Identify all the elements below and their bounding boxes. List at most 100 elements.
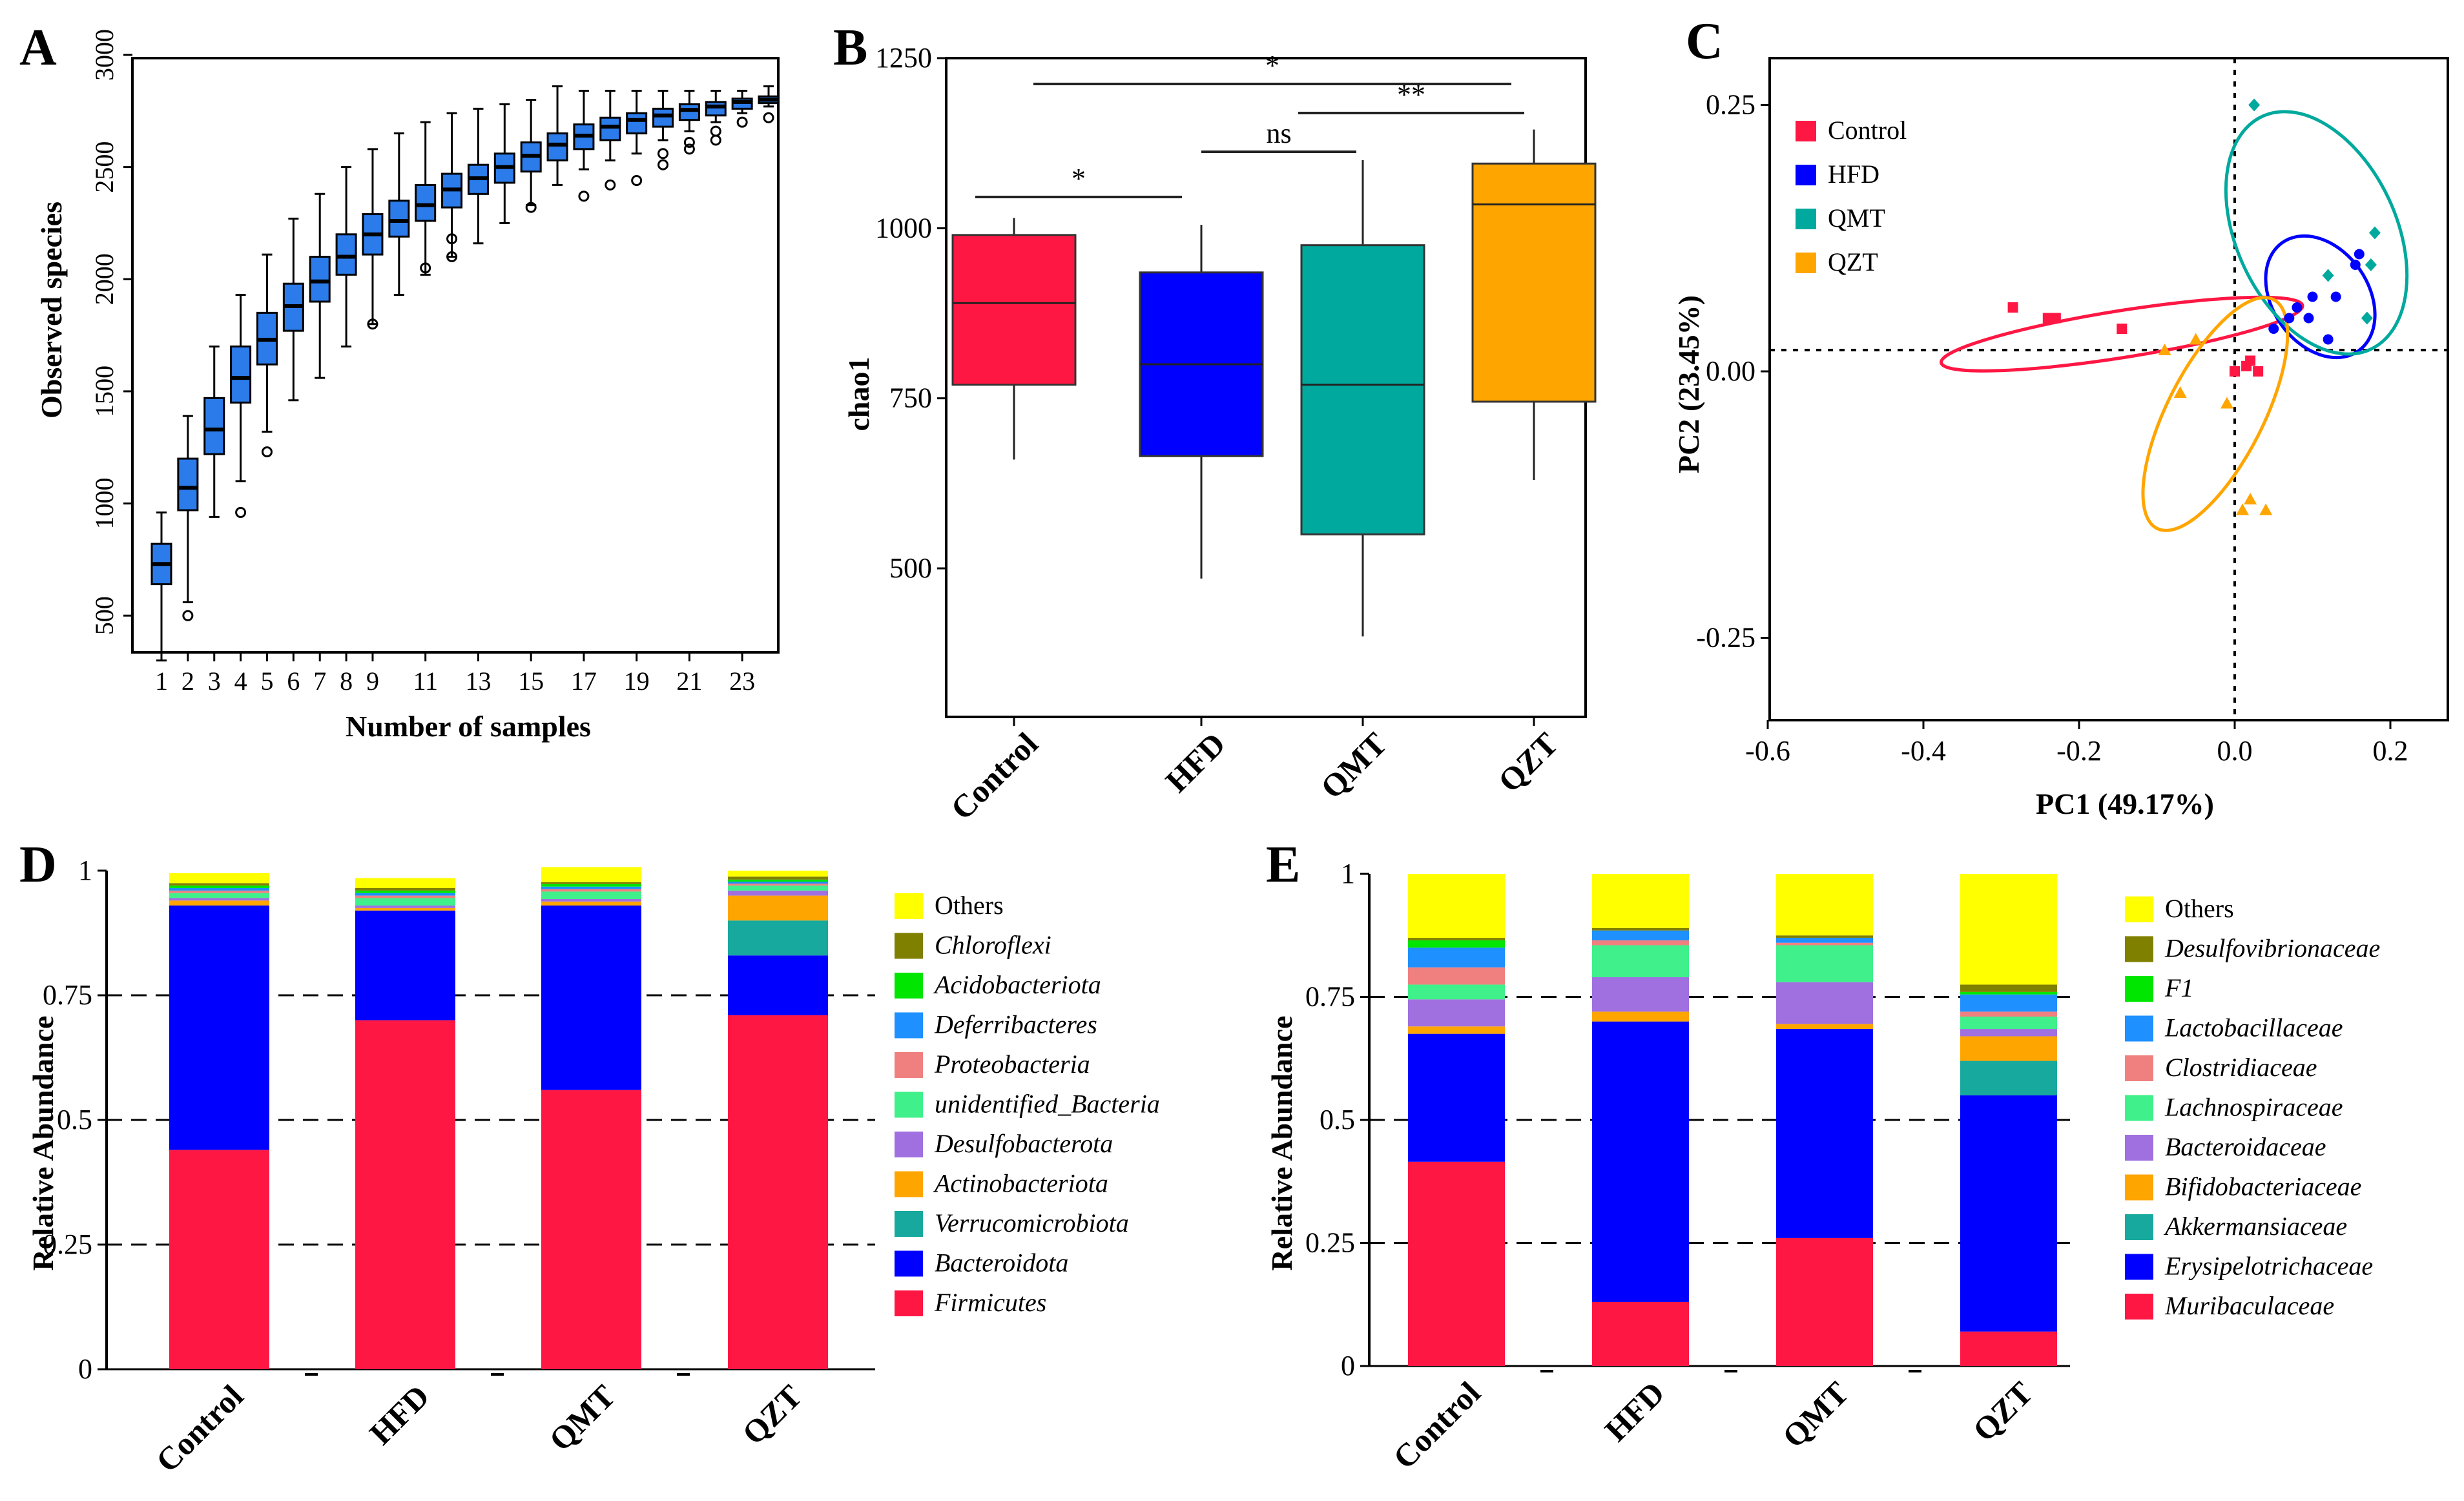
panel-a-outlier [578,191,590,202]
panel-e-bar-segment [1960,1095,2057,1332]
panel-d-bar-segment [169,1150,269,1369]
panel-d-bar-segment [728,920,828,956]
panel-a-xtick-label: 3 [208,667,221,696]
panel-a-outlier [657,148,669,160]
panel-c-point-hfd [2350,260,2361,270]
panel-d-bar-segment [541,891,641,900]
panel-e-bar-segment [1776,1024,1873,1030]
panel-d-bar-segment [728,881,828,884]
panel-e-bar-segment [1960,1011,2057,1017]
panel-e-bar-segment [1776,942,1873,946]
panel-e-legend-label: Clostridiaceae [2165,1053,2317,1082]
panel-e-ytick-label: 0.5 [1320,1104,1355,1135]
panel-d-bar-segment [728,890,828,896]
panel-b-category-label: HFD [1159,725,1232,799]
panel-d-legend-swatch [895,933,923,959]
panel-e-bar-segment [1408,947,1505,968]
panel-e-bar-segment [1960,991,2057,995]
panel-e-bar-segment [1408,938,1505,940]
panel-a-box [203,397,225,455]
panel-d-legend-swatch [895,1171,923,1197]
panel-d-ytick-label: 1 [78,854,92,886]
panel-d-bar-segment [169,883,269,886]
panel-a-outlier [710,134,721,146]
panel-c-point-qmt [2248,98,2261,112]
panel-c-legend-label: HFD [1828,160,1879,189]
panel-c-ytick-label: 0.00 [1706,355,1755,387]
panel-e-family-stacked-bars: 0 0.25 0.5 0.75 1 Control HFD QMT QZT Others Desul… [1305,858,2380,1476]
panel-a-ytick-label: 2000 [90,253,119,305]
panel-e-bar-segment [1592,1011,1689,1022]
panel-letter-c: C [1686,13,1723,70]
panel-d-legend-swatch [895,1092,923,1118]
panel-e-bar-segment [1776,1237,1873,1366]
panel-d-bar-segment [728,885,828,891]
panel-d-bar-segment [169,898,269,901]
panel-d-bar-segment [728,871,828,877]
panel-b-ytick-label: 750 [889,382,932,414]
panel-d-bar-segment [541,899,641,902]
panel-d-bar-segment [728,884,828,886]
panel-a-outlier [763,112,774,123]
panel-a-outlier [631,174,643,186]
panel-e-ytick-label: 0.75 [1305,981,1355,1013]
panel-c-legend-label: QMT [1828,203,1885,233]
panel-c-frame [1768,57,2449,721]
panel-e-legend-swatch [2125,1294,2153,1320]
panel-d-legend-label: Actinobacteriota [933,1169,1108,1198]
panel-e-legend-swatch [2125,1135,2153,1161]
panel-a-xtick-label: 6 [287,667,300,696]
panel-a-ylabel: Observed species [35,202,68,419]
panel-c-ytick-label: 0.25 [1706,89,1755,121]
panel-a-xtick-label: 1 [155,667,168,696]
panel-e-bar-segment [1408,1033,1505,1162]
panel-e-bar-segment [1960,994,2057,1012]
panel-c-point-hfd [2330,291,2341,302]
panel-e-legend-swatch [2125,976,2153,1002]
panel-a-outlier [446,233,458,245]
panel-c-xtick-label: 0.2 [2373,735,2408,767]
panel-e-legend-label: Desulfovibrionaceae [2164,934,2380,963]
panel-c-point-control [2245,355,2256,366]
panel-e-bar-segment [1776,938,1873,943]
panel-c-point-control [2253,366,2264,377]
panel-e-legend-label: Bifidobacteriaceae [2165,1172,2361,1201]
panel-a-outlier [420,262,431,274]
panel-d-bar-segment [355,910,455,1020]
panel-c-point-hfd [2268,324,2279,334]
panel-d-bar-segment [541,906,641,1090]
panel-a-outlier [683,136,695,148]
panel-c-point-qmt [2322,269,2334,282]
panel-e-bar-segment [1776,935,1873,938]
panel-e-bar-segment [1592,1021,1689,1302]
panel-e-legend-label: Erysipelotrichaceae [2164,1252,2373,1281]
panel-a-xtick-label: 21 [676,667,702,696]
panel-d-legend-label: Others [935,891,1004,920]
panel-d-legend-swatch [895,1012,923,1039]
panel-c-ellipse-hfd [2264,234,2377,360]
panel-d-legend-swatch [895,1211,923,1237]
panel-e-ytick-label: 1 [1341,858,1355,889]
panel-e-legend-label: Bacteroidaceae [2165,1132,2326,1161]
panel-c-point-qzt [2158,344,2171,355]
panel-d-bar-segment [169,900,269,906]
panel-d-category-label: Control [149,1378,250,1479]
panel-e-bar-segment [1960,1331,2057,1366]
panel-a-xtick-label: 19 [624,667,650,696]
panel-e-bar-segment [1408,940,1505,948]
panel-c-point-control [2230,366,2240,377]
panel-e-legend-label: Muribaculaceae [2164,1291,2334,1320]
panel-c-xtick-label: -0.6 [1745,735,1790,767]
panel-a-box [626,112,648,135]
panel-e-bar-segment [1408,984,1505,1000]
panel-e-bar-segment [1776,874,1873,936]
panel-c-legend-swatch [1796,253,1816,273]
panel-a-xtick-label: 7 [313,667,326,696]
panel-a-xtick-label: 5 [260,667,273,696]
panel-a-xtick-label: 9 [366,667,379,696]
panel-d-legend-label: Verrucomicrobiota [935,1208,1129,1237]
panel-b-category-label: QZT [1491,725,1565,799]
panel-c-ylabel: PC2 (23.45%) [1672,295,1705,473]
panel-e-legend-swatch [2125,1174,2153,1201]
